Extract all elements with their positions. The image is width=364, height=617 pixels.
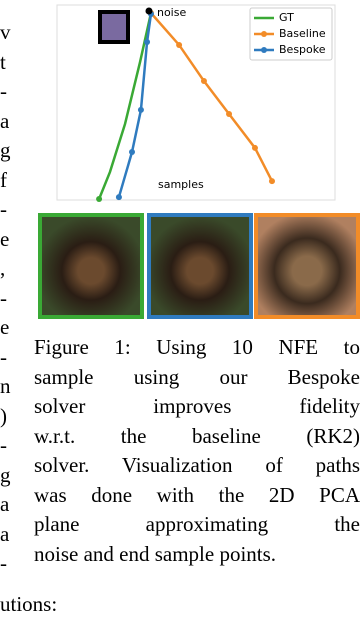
margin-fragment: v: [0, 20, 11, 44]
margin-fragment: -: [0, 551, 7, 575]
chart: noise samples GT Baseline Bespoke: [56, 4, 336, 203]
series-line: [150, 12, 274, 182]
point: [115, 194, 122, 201]
legend-label: Bespoke: [279, 43, 326, 56]
point: [176, 41, 183, 48]
margin-fragment: a: [0, 521, 10, 546]
margin-fragment: e: [0, 315, 10, 339]
margin-fragment: -: [0, 285, 7, 310]
margin-fragment: -: [0, 433, 7, 457]
bespoke-sample-image: [147, 213, 253, 319]
margin-fragment: -: [0, 79, 7, 103]
margin-fragment: e: [0, 226, 10, 251]
legend: GT Baseline Bespoke: [249, 7, 333, 61]
point: [226, 111, 233, 118]
legend-label: Baseline: [279, 27, 326, 40]
legend-marker: [261, 31, 267, 37]
margin-fragment: ): [0, 403, 7, 428]
legend-box: [249, 7, 333, 61]
caption-line: sample using our Bespoke: [34, 364, 360, 389]
margin-fragment: a: [0, 492, 10, 516]
point: [96, 196, 103, 203]
caption-line: solver. Visualization of paths: [34, 453, 360, 477]
point: [268, 178, 275, 185]
margin-fragment: -: [0, 197, 7, 221]
margin-fragment: g: [0, 462, 11, 487]
series-line: [97, 12, 153, 200]
gt-sample-image: [38, 213, 144, 319]
plot-frame: [56, 4, 336, 201]
noise-image-pixels: [102, 14, 126, 40]
margin-fragment: t: [0, 49, 6, 74]
bottom-text: utions:: [0, 592, 58, 616]
margin-fragment: a: [0, 108, 10, 133]
caption-line: Figure 1: Using 10 NFE to: [34, 335, 360, 359]
margin-fragment: f: [0, 167, 7, 192]
margin-fragment: -: [0, 344, 7, 369]
legend-label: GT: [279, 11, 294, 24]
point: [144, 39, 151, 46]
caption-line: plane approximating the: [34, 512, 360, 536]
legend-marker: [261, 47, 267, 53]
caption-line: was done with the 2D PCA: [34, 482, 360, 507]
point: [129, 149, 136, 156]
caption-line: w.r.t. the baseline (RK2): [34, 423, 360, 448]
margin-fragment: ,: [0, 256, 6, 280]
point: [200, 78, 207, 85]
annotation: samples: [158, 178, 204, 191]
point: [137, 106, 144, 113]
baseline-sample-image: [254, 213, 360, 319]
caption: Figure 1: Using 10 NFE to sample using ou…: [34, 333, 360, 569]
margin-fragment: n: [0, 374, 11, 398]
margin-fragment: g: [0, 138, 11, 162]
point: [251, 144, 258, 151]
caption-line: noise and end sample points.: [34, 541, 277, 566]
noise-point: [145, 7, 153, 15]
caption-line: solver improves fidelity: [34, 394, 360, 418]
annotation: noise: [157, 6, 186, 19]
